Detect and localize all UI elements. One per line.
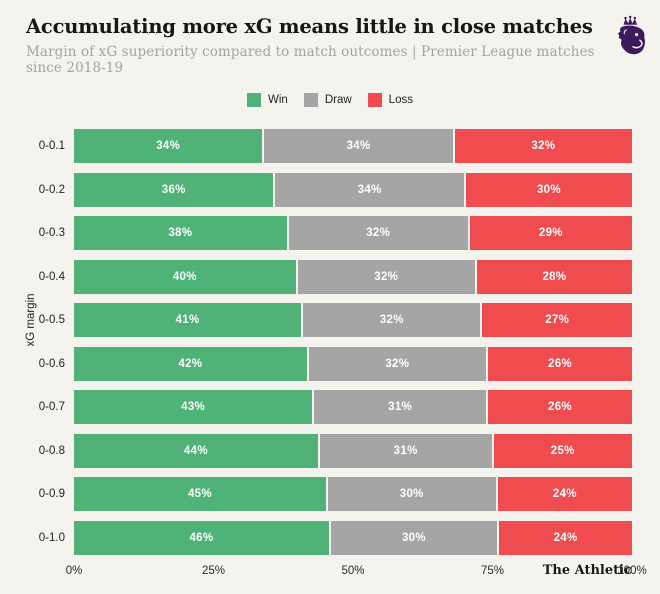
premier-league-lion-logo xyxy=(617,15,646,55)
stacked-bar: 38% 32% 29% xyxy=(74,216,632,250)
bar-segment-loss: 27% xyxy=(482,303,632,337)
bar-segment-draw: 30% xyxy=(327,477,496,511)
chart-row: 0-0.8 44% 31% 25% xyxy=(0,433,660,468)
chart-row: 0-0.7 43% 31% 26% xyxy=(0,390,660,424)
bar-segment-win: 40% xyxy=(74,259,296,294)
x-axis-tick: 100% xyxy=(617,564,647,577)
chart-row: 0-0.1 34% 34% 32% xyxy=(0,129,660,163)
stacked-bar: 41% 32% 27% xyxy=(74,303,632,337)
category-label: 0-0.9 xyxy=(38,488,65,500)
legend-item-win: Win xyxy=(247,93,288,107)
stacked-bar: 45% 30% 24% xyxy=(74,477,632,511)
chart-row: 0-0.5 41% 32% 27% xyxy=(0,303,660,337)
category-label: 0-0.6 xyxy=(38,357,65,370)
stacked-bar: 40% 32% 28% xyxy=(74,259,632,294)
legend: Win Draw Loss xyxy=(0,92,660,108)
category-label: 0-0.2 xyxy=(38,183,65,196)
x-axis-tick: 75% xyxy=(480,564,505,577)
chart-row: 0-0.4 40% 32% 28% xyxy=(0,259,660,294)
bar-segment-loss: 29% xyxy=(469,216,632,250)
x-axis-tick: 0% xyxy=(65,564,83,577)
bar-segment-win: 46% xyxy=(74,520,329,555)
bar-segment-win: 38% xyxy=(74,216,287,250)
bar-segment-draw: 32% xyxy=(288,216,468,250)
draw-swatch-icon xyxy=(303,93,318,107)
bar-segment-win: 36% xyxy=(74,172,274,207)
bar-segment-loss: 24% xyxy=(497,477,632,511)
bar-segment-draw: 32% xyxy=(297,259,475,294)
bar-segment-loss: 28% xyxy=(476,259,632,294)
chart-row: 0-0.6 42% 32% 26% xyxy=(0,346,660,381)
bar-segment-draw: 31% xyxy=(314,390,486,424)
bar-segment-loss: 32% xyxy=(454,129,632,163)
bar-segment-win: 44% xyxy=(74,433,318,468)
category-label: 0-0.7 xyxy=(38,401,65,413)
bar-segment-loss: 26% xyxy=(487,346,633,381)
bar-segment-draw: 32% xyxy=(303,303,481,337)
bar-segment-win: 43% xyxy=(74,390,313,424)
stacked-bar-chart: 0-0.1 34% 34% 32% 0-0.2 36% 34% 30% 0-0.3 38% 32% 2… xyxy=(0,129,660,555)
y-axis-label: xG margin xyxy=(25,293,37,347)
bar-segment-draw: 30% xyxy=(330,520,498,555)
legend-label-win: Win xyxy=(268,94,288,106)
loss-swatch-icon xyxy=(367,93,382,107)
bar-segment-draw: 31% xyxy=(319,433,492,468)
bar-segment-win: 41% xyxy=(74,303,302,337)
bar-segment-win: 45% xyxy=(74,477,326,511)
bar-segment-loss: 26% xyxy=(487,390,632,424)
x-axis-tick: 50% xyxy=(341,564,365,577)
x-axis-tick: 25% xyxy=(201,564,226,577)
win-swatch-icon xyxy=(247,93,262,107)
category-label: 0-0.5 xyxy=(38,314,65,326)
chart-row: 0-1.0 46% 30% 24% xyxy=(0,520,660,555)
legend-label-loss: Loss xyxy=(388,94,413,106)
bar-segment-win: 34% xyxy=(74,129,263,163)
bar-segment-loss: 30% xyxy=(465,172,632,207)
category-label: 0-0.8 xyxy=(38,444,65,457)
stacked-bar: 36% 34% 30% xyxy=(74,172,632,207)
stacked-bar: 46% 30% 24% xyxy=(74,520,632,555)
chart-title: Accumulating more xG means little in clo… xyxy=(26,15,593,38)
legend-label-draw: Draw xyxy=(324,94,352,106)
category-label: 0-1.0 xyxy=(38,531,65,544)
bar-segment-win: 42% xyxy=(74,346,307,381)
legend-item-loss: Loss xyxy=(367,93,413,107)
chart-row: 0-0.3 38% 32% 29% xyxy=(0,216,660,250)
category-label: 0-0.3 xyxy=(38,227,65,239)
chart-row: 0-0.2 36% 34% 30% xyxy=(0,172,660,207)
stacked-bar: 34% 34% 32% xyxy=(74,129,632,163)
bar-segment-loss: 25% xyxy=(493,433,632,468)
stacked-bar: 42% 32% 26% xyxy=(74,346,633,381)
header: Accumulating more xG means little in clo… xyxy=(0,0,660,76)
legend-item-draw: Draw xyxy=(303,93,352,107)
stacked-bar: 43% 31% 26% xyxy=(74,390,632,424)
bar-segment-draw: 32% xyxy=(308,346,486,381)
category-label: 0-0.1 xyxy=(38,140,65,152)
bar-segment-draw: 34% xyxy=(275,172,464,207)
category-label: 0-0.4 xyxy=(38,270,65,283)
bar-segment-draw: 34% xyxy=(264,129,453,163)
bar-segment-loss: 24% xyxy=(499,520,632,555)
chart-row: 0-0.9 45% 30% 24% xyxy=(0,477,660,511)
source-attribution: The Athletic xyxy=(542,563,632,578)
stacked-bar: 44% 31% 25% xyxy=(74,433,632,468)
chart-subtitle: Margin of xG superiority compared to mat… xyxy=(26,44,595,76)
x-axis: 0% 25% 50% 75% 100% xyxy=(66,564,647,580)
